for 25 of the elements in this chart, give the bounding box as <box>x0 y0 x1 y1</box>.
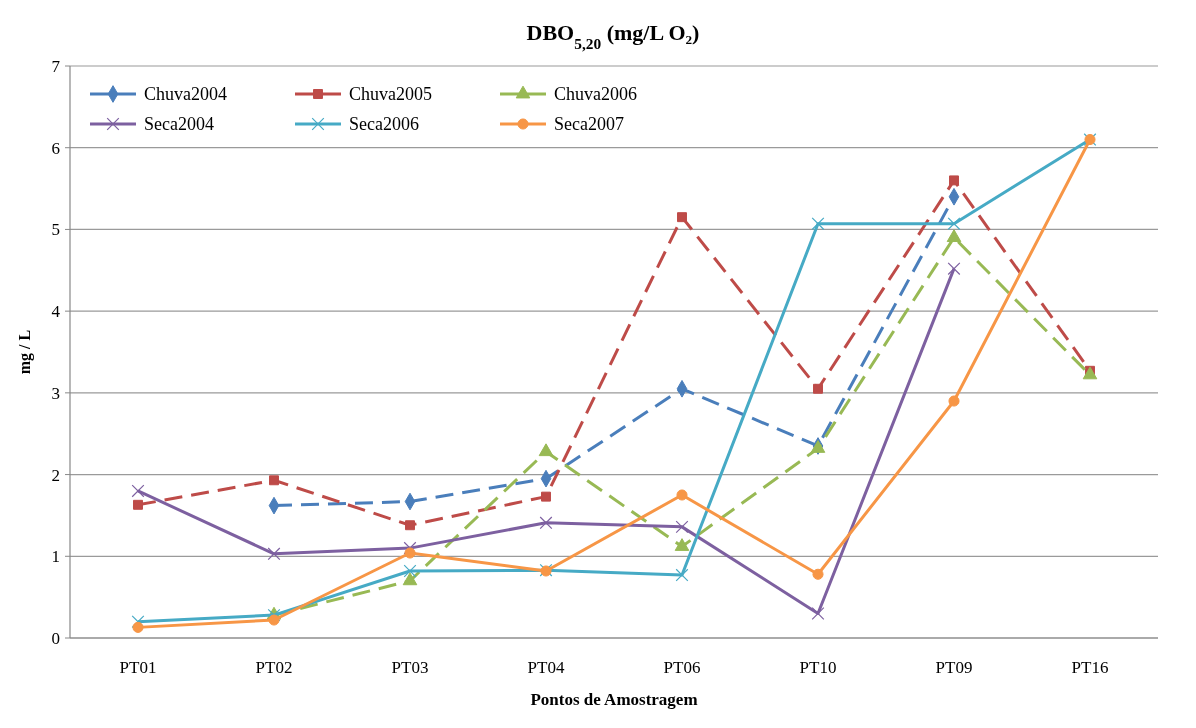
x-axis-title: Pontos de Amostragem <box>530 690 698 709</box>
legend-label: Chuva2004 <box>144 84 227 105</box>
y-tick-label: 7 <box>51 56 61 76</box>
y-tick-label: 2 <box>51 465 60 485</box>
x-tick-label: PT16 <box>1071 658 1109 677</box>
x-tick-label: PT10 <box>799 658 837 677</box>
y-tick-label: 1 <box>51 547 60 567</box>
legend-label: Seca2007 <box>554 114 624 135</box>
y-tick-label: 0 <box>51 628 60 648</box>
chart-title: DBO$_{5,20}$ (mg/L O₂) <box>526 20 700 52</box>
x-tick-label: PT03 <box>391 658 429 677</box>
x-tick-label: PT06 <box>663 658 701 677</box>
y-tick-label: 5 <box>51 220 60 240</box>
x-tick-label: PT04 <box>527 658 565 677</box>
legend-label: Chuva2006 <box>554 84 637 105</box>
legend-label: Seca2006 <box>349 114 419 135</box>
x-tick-label: PT01 <box>119 658 157 677</box>
x-tick-label: PT09 <box>935 658 973 677</box>
legend-label: Seca2004 <box>144 114 214 135</box>
y-tick-label: 6 <box>51 138 60 158</box>
legend-label: Chuva2005 <box>349 84 432 105</box>
x-tick-label: PT02 <box>255 658 293 677</box>
y-tick-label: 3 <box>51 383 60 403</box>
y-tick-label: 4 <box>51 302 61 322</box>
y-axis-title: mg / L <box>16 329 34 375</box>
